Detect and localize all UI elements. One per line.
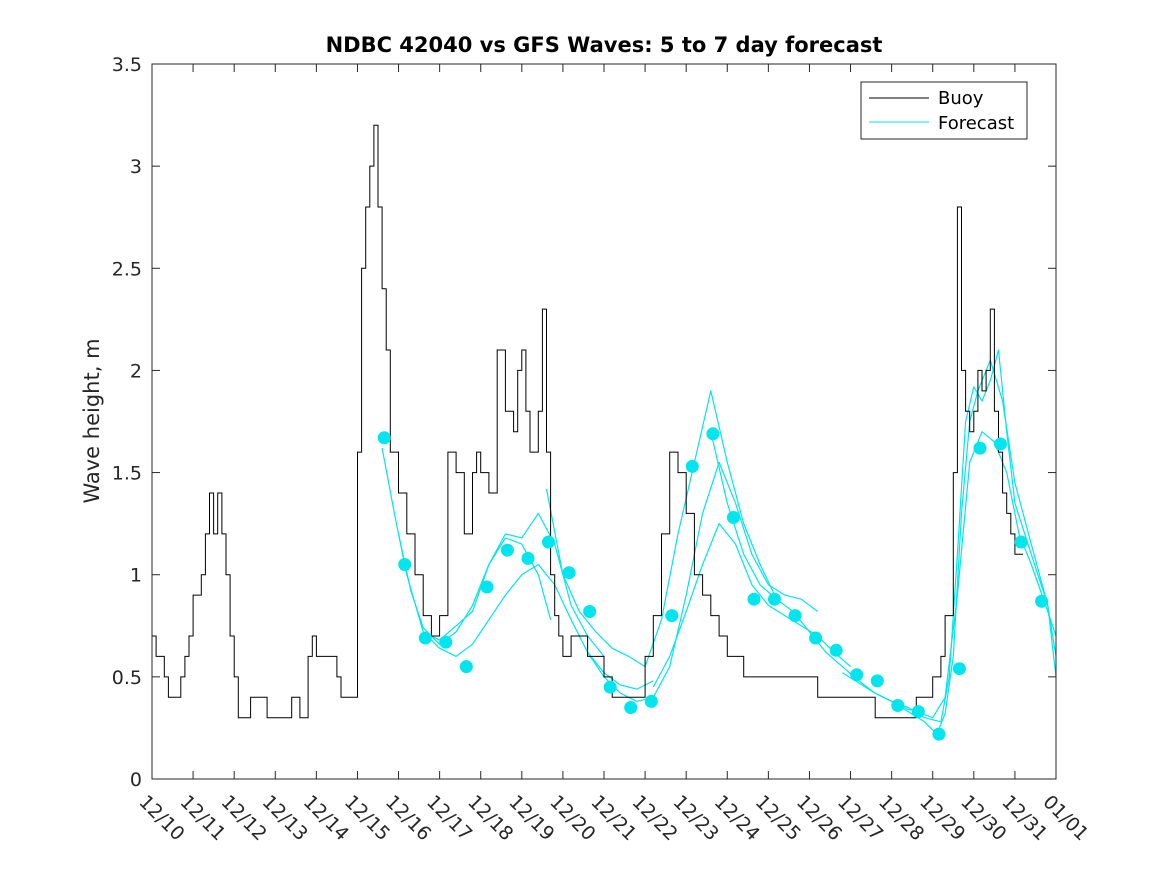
y-tick-label: 0.5 bbox=[112, 667, 142, 689]
forecast-marker bbox=[418, 631, 432, 645]
forecast-marker bbox=[377, 431, 391, 445]
forecast-marker bbox=[726, 511, 740, 524]
y-tick-label: 2.5 bbox=[112, 258, 142, 280]
forecast-marker bbox=[562, 566, 576, 580]
forecast-series-line-10 bbox=[916, 431, 1057, 719]
forecast-marker bbox=[583, 605, 597, 618]
forecast-marker bbox=[829, 643, 843, 657]
forecast-marker bbox=[459, 660, 473, 674]
forecast-marker bbox=[973, 441, 987, 455]
forecast-series-line-3 bbox=[422, 563, 654, 690]
forecast-marker bbox=[603, 680, 617, 694]
legend-box bbox=[860, 81, 1028, 140]
buoy-series-line bbox=[152, 124, 1024, 719]
forecast-marker bbox=[439, 635, 453, 649]
forecast-marker bbox=[768, 592, 781, 606]
forecast-marker bbox=[850, 668, 864, 682]
y-tick-label: 2 bbox=[130, 360, 142, 382]
forecast-marker bbox=[1035, 594, 1049, 608]
forecast-marker bbox=[788, 609, 802, 623]
forecast-series-line-2 bbox=[397, 512, 605, 657]
forecast-marker bbox=[1014, 535, 1028, 549]
forecast-marker bbox=[398, 558, 412, 571]
forecast-marker bbox=[747, 592, 761, 606]
forecast-marker bbox=[500, 543, 514, 557]
y-tick-label: 1 bbox=[130, 565, 142, 587]
y-axis: 0 0.5 1 1.5 2 2.5 3 3.5 bbox=[112, 54, 1056, 791]
forecast-marker bbox=[624, 701, 638, 714]
forecast-marker bbox=[665, 609, 679, 623]
forecast-marker bbox=[809, 631, 823, 645]
forecast-marker bbox=[994, 437, 1007, 451]
y-tick-label: 0 bbox=[130, 769, 142, 791]
y-tick-label: 3.5 bbox=[112, 54, 142, 76]
series-layer bbox=[152, 124, 1057, 741]
y-tick-label: 1.5 bbox=[112, 463, 142, 485]
forecast-marker bbox=[644, 694, 658, 708]
legend-label-buoy: Buoy bbox=[938, 88, 984, 109]
y-tick-label: 3 bbox=[130, 156, 142, 178]
legend-label-forecast: Forecast bbox=[938, 113, 1014, 134]
forecast-marker bbox=[952, 662, 966, 676]
forecast-marker bbox=[480, 580, 494, 594]
legend: Buoy Forecast bbox=[860, 81, 1028, 140]
forecast-marker bbox=[911, 705, 925, 719]
forecast-marker bbox=[685, 459, 699, 473]
forecast-marker bbox=[891, 699, 905, 712]
forecast-marker bbox=[706, 427, 720, 441]
forecast-marker bbox=[521, 551, 535, 565]
forecast-marker bbox=[870, 674, 884, 688]
y-axis-label: Wave height, m bbox=[80, 338, 104, 503]
forecast-marker bbox=[542, 535, 555, 549]
chart-title: NDBC 42040 vs GFS Waves: 5 to 7 day fore… bbox=[326, 33, 883, 57]
forecast-series-line-4 bbox=[545, 390, 778, 668]
forecast-series-line-5 bbox=[587, 461, 819, 702]
forecast-marker bbox=[932, 727, 946, 741]
